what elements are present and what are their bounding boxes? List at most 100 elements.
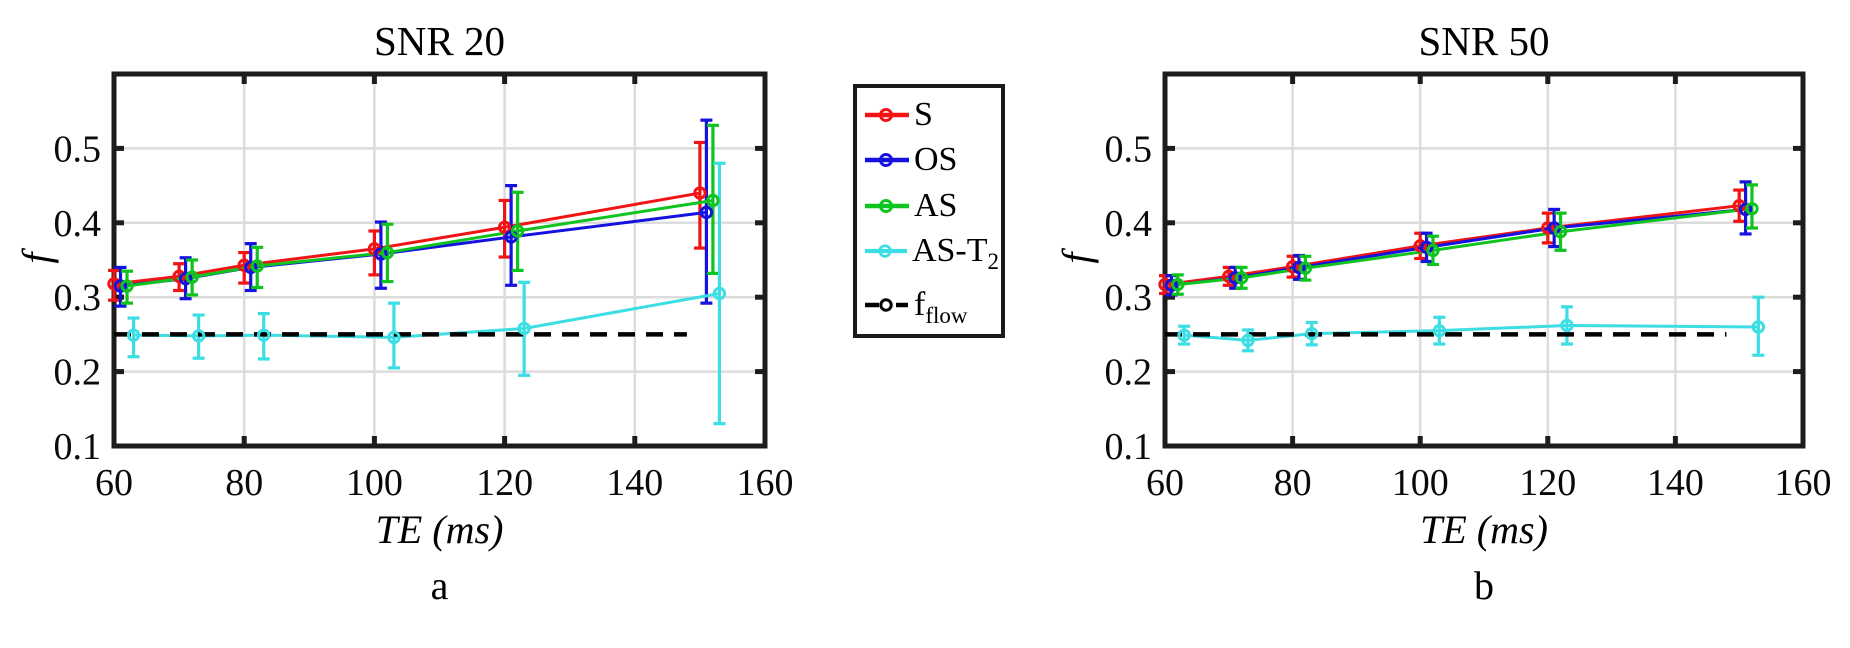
series-OS bbox=[1165, 180, 1752, 297]
data-point-marker bbox=[1745, 201, 1759, 216]
data-point-marker bbox=[191, 329, 206, 343]
legend-item-S: S bbox=[864, 92, 999, 137]
data-point-marker bbox=[693, 186, 707, 200]
y-tick-label: 0.5 bbox=[1105, 128, 1153, 170]
series-line bbox=[1177, 207, 1753, 287]
panel-b-xlabel: TE (ms) bbox=[1420, 507, 1548, 552]
data-point-marker bbox=[1171, 277, 1185, 292]
data-point-marker bbox=[1305, 326, 1319, 341]
series-AS-T2-markers bbox=[126, 286, 727, 345]
data-point-marker bbox=[113, 279, 128, 293]
tick-marks bbox=[1162, 74, 1806, 449]
x-tick-label: 80 bbox=[1274, 462, 1312, 504]
panel-b-axes: 60 80 100 120 140 160 0.1 0.2 0.3 0.4 0.5 bbox=[1105, 71, 1832, 504]
x-tick-labels: 60 80 100 120 140 160 bbox=[95, 462, 794, 504]
data-point-marker bbox=[1164, 278, 1179, 292]
y-tick-label: 0.3 bbox=[1105, 277, 1153, 319]
plot-border bbox=[1162, 71, 1806, 449]
legend-label-f_flow: fflow bbox=[914, 286, 968, 329]
panel-b-ylabel: f bbox=[1053, 252, 1099, 264]
series-line bbox=[113, 191, 701, 286]
x-tick-label: 160 bbox=[737, 462, 794, 504]
panel-a-axes: 60 80 100 120 140 160 0.1 0.2 0.3 0.4 0.5 bbox=[54, 71, 794, 504]
y-tick-label: 0.4 bbox=[1105, 203, 1153, 245]
plot-border bbox=[111, 71, 768, 449]
legend-item-AS: AS bbox=[864, 183, 999, 228]
data-point-marker bbox=[250, 259, 264, 273]
x-tick-label: 160 bbox=[1775, 462, 1832, 504]
x-tick-labels: 60 80 100 120 140 160 bbox=[1146, 462, 1832, 504]
data-point-marker bbox=[1541, 221, 1555, 235]
data-point-marker bbox=[1553, 225, 1568, 239]
y-tick-labels: 0.1 0.2 0.3 0.4 0.5 bbox=[1105, 128, 1153, 468]
data-point-marker bbox=[374, 247, 388, 261]
series-line bbox=[126, 198, 714, 288]
y-tick-labels: 0.1 0.2 0.3 0.4 0.5 bbox=[54, 128, 102, 468]
data-point-marker bbox=[1177, 328, 1191, 342]
data-point-marker bbox=[1222, 269, 1236, 284]
data-point-marker bbox=[497, 220, 512, 234]
tick-marks bbox=[111, 74, 768, 449]
legend-sample-f_flow bbox=[865, 298, 908, 313]
x-tick-label: 140 bbox=[606, 462, 663, 504]
data-point-marker bbox=[1298, 261, 1313, 275]
data-point-marker bbox=[172, 269, 186, 284]
data-point-marker bbox=[712, 286, 727, 301]
data-point-marker bbox=[380, 245, 395, 260]
y-tick-label: 0.4 bbox=[54, 203, 102, 245]
legend-item-OS: OS bbox=[864, 137, 999, 182]
data-point-marker bbox=[126, 328, 141, 342]
legend-label-S: S bbox=[914, 95, 933, 133]
data-point-marker bbox=[120, 279, 134, 293]
panel-b-title: SNR 50 bbox=[1418, 18, 1550, 64]
series-AS-markers bbox=[120, 193, 720, 293]
panel-a-ylabel: f bbox=[13, 252, 59, 264]
series-AS-markers bbox=[1171, 201, 1759, 292]
data-point-marker bbox=[1292, 260, 1306, 275]
series-AS-T2-markers bbox=[1177, 318, 1766, 348]
data-point-marker bbox=[699, 205, 714, 220]
data-point-marker bbox=[706, 193, 720, 208]
legend-sample-AS bbox=[865, 198, 909, 213]
legend-label-subscript: 2 bbox=[987, 248, 1000, 274]
series-line bbox=[133, 292, 720, 339]
x-tick-label: 60 bbox=[1146, 462, 1184, 504]
legend-label-AS: AS bbox=[914, 186, 958, 224]
y-tick-label: 0.5 bbox=[54, 128, 102, 170]
data-point-marker bbox=[1426, 243, 1440, 258]
grid-lines bbox=[114, 74, 765, 446]
data-point-marker bbox=[1419, 240, 1434, 255]
data-point-marker bbox=[237, 258, 251, 272]
data-point-marker bbox=[1241, 333, 1255, 348]
x-tick-label: 120 bbox=[1519, 462, 1576, 504]
series-AS bbox=[121, 123, 719, 305]
data-point-marker bbox=[1751, 320, 1766, 334]
x-tick-label: 80 bbox=[225, 462, 263, 504]
y-tick-label: 0.2 bbox=[1105, 352, 1153, 394]
x-tick-label: 60 bbox=[95, 462, 133, 504]
legend-label-subscript: flow bbox=[925, 303, 968, 329]
x-tick-label: 100 bbox=[346, 462, 403, 504]
data-point-marker bbox=[1158, 277, 1172, 292]
data-point-marker bbox=[185, 270, 199, 284]
panel-a-title: SNR 20 bbox=[373, 18, 505, 64]
x-tick-label: 140 bbox=[1647, 462, 1704, 504]
panel-a-letter: a bbox=[430, 563, 449, 608]
data-point-marker bbox=[1228, 271, 1242, 285]
panel-b-letter: b bbox=[1474, 563, 1494, 608]
data-point-marker bbox=[244, 260, 258, 275]
data-point-marker bbox=[1234, 271, 1249, 285]
y-tick-label: 0.1 bbox=[1105, 426, 1153, 468]
y-tick-label: 0.2 bbox=[54, 352, 102, 394]
x-tick-label: 120 bbox=[476, 462, 533, 504]
data-point-marker bbox=[387, 330, 401, 345]
series-S-markers bbox=[107, 186, 707, 291]
data-point-marker bbox=[1285, 259, 1300, 274]
data-point-marker bbox=[107, 277, 121, 291]
data-point-marker bbox=[1413, 239, 1427, 253]
y-tick-label: 0.3 bbox=[54, 277, 102, 319]
legend-item-AS-T2: AS-T2 bbox=[864, 228, 999, 273]
data-point-marker bbox=[257, 328, 271, 342]
